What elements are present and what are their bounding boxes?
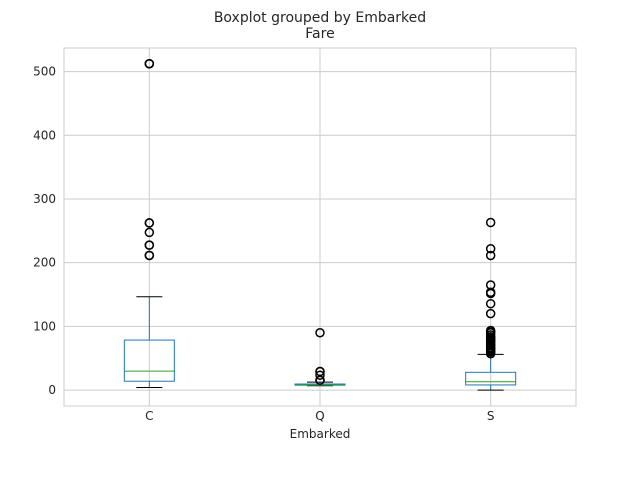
x-axis-label: Embarked (290, 427, 351, 441)
x-tick-label: Q (315, 409, 324, 423)
chart-subtitle: Fare (305, 26, 334, 42)
box-group-S (465, 217, 517, 391)
plot-area (123, 58, 517, 391)
box-group-C (123, 58, 175, 389)
grid-lines (64, 48, 576, 406)
chart-title: Boxplot grouped by Embarked (214, 10, 426, 26)
y-tick-label: 300 (33, 192, 56, 206)
flier-point (485, 298, 496, 309)
y-tick-label: 400 (33, 128, 56, 142)
box-group-Q (294, 327, 346, 387)
box (123, 339, 175, 382)
y-tick-label: 100 (33, 319, 56, 333)
x-tick-label: S (487, 409, 495, 423)
flier-point (315, 327, 325, 338)
y-tick-label: 0 (48, 383, 56, 397)
flier-point (485, 217, 496, 228)
flier-point (144, 58, 155, 69)
x-tick-label: C (145, 409, 153, 423)
flier-point (315, 370, 325, 381)
flier-point (485, 250, 496, 261)
flier-point (144, 250, 155, 261)
y-tick-label: 200 (33, 256, 56, 270)
y-axis-ticks: 0 100 200 300 400 500 (33, 65, 56, 398)
y-tick-label: 500 (33, 65, 56, 79)
flier-point (315, 366, 325, 377)
flier-point (485, 244, 496, 254)
flier-point (144, 227, 155, 238)
flier-point (485, 349, 496, 359)
flier-point (485, 308, 496, 319)
axes-frame (63, 47, 577, 407)
flier-point (144, 218, 155, 228)
flier-point (485, 288, 496, 299)
box (465, 371, 517, 386)
flier-point (144, 240, 155, 250)
